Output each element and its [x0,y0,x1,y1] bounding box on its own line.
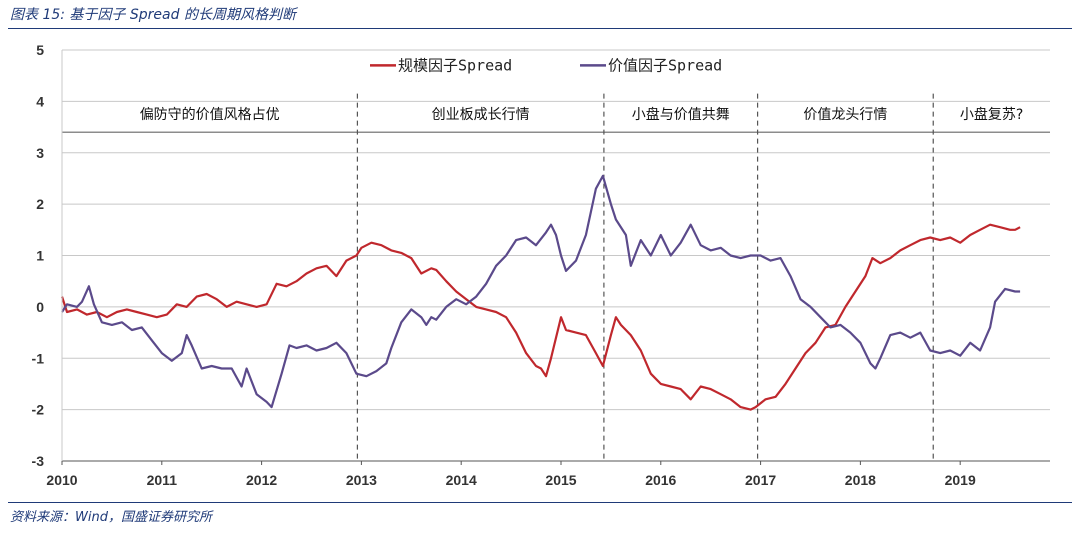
y-tick-label: 1 [36,248,44,264]
period-layer: 偏防守的价值风格占优 创业板成长行情 小盘与价值共舞 价值龙头行情 小盘复苏? [62,93,1050,461]
x-tick-label: 2011 [147,472,178,488]
legend-label: 规模因子Spread [398,56,512,74]
source-rule [8,502,1072,503]
x-tick-label: 2013 [346,472,377,488]
x-tick-label: 2014 [446,472,477,488]
x-tick-label: 2015 [545,472,576,488]
title-rule [8,28,1072,29]
x-tick-label: 2017 [745,472,776,488]
y-tick-label: 2 [36,196,44,212]
legend-label: 价值因子Spread [608,56,722,74]
x-tick-label: 2012 [246,472,277,488]
period-label: 创业板成长行情 [432,107,530,123]
y-tick-label: -1 [32,350,45,366]
period-label: 小盘与价值共舞 [632,106,730,123]
series-line-size-spread [60,223,1021,411]
period-label: 小盘复苏? [960,106,1023,123]
y-tick-label: 4 [36,93,44,109]
x-tick-label: 2019 [945,472,976,488]
series-layer [60,174,1021,411]
period-label: 价值龙头行情 [803,107,887,123]
period-label: 偏防守的价值风格占优 [140,107,280,123]
series-line-value-spread [61,174,1021,409]
legend: 规模因子Spread 价值因子Spread [370,56,722,74]
source-note: 资料来源：Wind，国盛证券研究所 [10,510,212,525]
x-tick-label: 2016 [645,472,676,488]
x-tick-label: 2010 [46,472,77,488]
y-tick-label: -2 [32,402,45,418]
x-tick-label: 2018 [845,472,876,488]
figure-title: 图表 15: 基于因子 Spread 的长周期风格判断 [10,7,296,23]
y-tick-label: 3 [36,145,44,161]
y-tick-label: 0 [36,299,44,315]
y-tick-label: -3 [32,453,45,469]
y-tick-label: 5 [36,42,44,58]
